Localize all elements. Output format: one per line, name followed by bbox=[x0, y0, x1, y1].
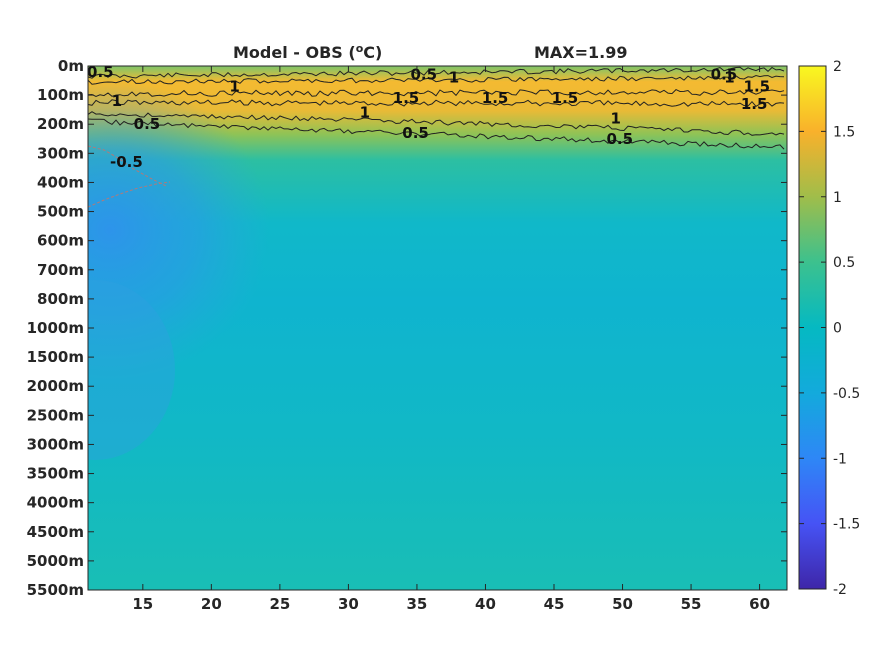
contour-label: 1 bbox=[360, 104, 370, 122]
contour-line bbox=[88, 88, 785, 98]
contour-label: 1 bbox=[724, 69, 734, 87]
contour-label: 1.5 bbox=[482, 89, 509, 107]
y-tick-label: 400m bbox=[37, 173, 84, 191]
y-tick-label: 3500m bbox=[27, 465, 84, 483]
y-tick-label: 2500m bbox=[27, 406, 84, 424]
x-tick-label: 40 bbox=[475, 595, 496, 613]
x-tick-label: 30 bbox=[338, 595, 359, 613]
x-tick-label: 55 bbox=[681, 595, 702, 613]
title-degree: o bbox=[356, 42, 364, 55]
contour-label: 1 bbox=[610, 109, 620, 127]
y-tick-label: 4000m bbox=[27, 494, 84, 512]
colorbar-tick-label: -0.5 bbox=[833, 386, 860, 402]
contour-line bbox=[88, 66, 785, 79]
contour-label: 0.5 bbox=[134, 115, 161, 133]
colorbar-tick-label: -2 bbox=[833, 582, 847, 598]
title-main: Model - OBS ( bbox=[233, 43, 356, 62]
contour-label: 0.5 bbox=[711, 66, 738, 84]
y-tick-label: 800m bbox=[37, 290, 84, 308]
max-label: MAX=1.99 bbox=[534, 43, 628, 62]
contour-line bbox=[88, 99, 785, 107]
x-tick-label: 35 bbox=[407, 595, 428, 613]
y-tick-label: 1000m bbox=[27, 319, 84, 337]
x-tick-label: 25 bbox=[269, 595, 290, 613]
x-tick-label: 45 bbox=[544, 595, 565, 613]
x-tick-label: 20 bbox=[201, 595, 222, 613]
contour-line-negative bbox=[88, 145, 167, 187]
cold-anomaly-region bbox=[88, 80, 270, 380]
y-tick-label: 300m bbox=[37, 144, 84, 162]
y-tick-label: 3000m bbox=[27, 435, 84, 453]
colorbar-tick-label: 1.5 bbox=[833, 124, 855, 140]
contour-line bbox=[88, 74, 785, 85]
colorbar-tick-label: 1 bbox=[833, 190, 842, 206]
y-tick-label: 700m bbox=[37, 261, 84, 279]
contour-label: 1.5 bbox=[744, 77, 771, 95]
y-tick-label: 2000m bbox=[27, 377, 84, 395]
contour-label: 1.5 bbox=[393, 89, 420, 107]
x-tick-label: 60 bbox=[749, 595, 770, 613]
y-tick-label: 600m bbox=[37, 232, 84, 250]
colorbar-ticks: 2 1.5 1 0.5 0 -0.5 -1 -1.5 -2 bbox=[799, 59, 860, 598]
contour-lines bbox=[88, 66, 785, 208]
y-axis-ticks: 0m 100m 200m 300m 400m 500m 600m 700m 800m 1000m 1… bbox=[27, 57, 787, 599]
y-tick-label: 0m bbox=[58, 57, 84, 75]
contour-line bbox=[88, 111, 785, 136]
x-tick-label: 15 bbox=[132, 595, 153, 613]
contour-label: 1.5 bbox=[741, 95, 768, 113]
title-unit: C) bbox=[363, 43, 382, 62]
x-axis-ticks: 15 20 25 30 35 40 45 50 55 60 bbox=[132, 66, 770, 613]
y-tick-label: 1500m bbox=[27, 348, 84, 366]
colorbar-tick-label: 0 bbox=[833, 321, 842, 337]
contour-line bbox=[88, 118, 785, 150]
y-tick-label: 100m bbox=[37, 86, 84, 104]
colorbar-tick-label: 2 bbox=[833, 59, 842, 75]
contour-label: -0.5 bbox=[110, 153, 143, 171]
colorbar-tick-label: 0.5 bbox=[833, 255, 855, 271]
contour-label: 0.5 bbox=[402, 124, 429, 142]
colorbar-tick-label: -1 bbox=[833, 451, 847, 467]
x-tick-label: 50 bbox=[612, 595, 633, 613]
y-tick-label: 500m bbox=[37, 203, 84, 221]
contour-label: 1.5 bbox=[552, 89, 579, 107]
contour-label: 0.5 bbox=[606, 130, 633, 148]
chart-title: Model - OBS (oC) bbox=[233, 42, 382, 62]
cold-anomaly-core bbox=[88, 280, 175, 460]
contour-label: 1 bbox=[449, 69, 459, 87]
contour-label: 0.5 bbox=[87, 63, 114, 81]
colorbar-tick-label: -1.5 bbox=[833, 517, 860, 533]
contour-label: 1 bbox=[112, 92, 122, 110]
contour-label: 1 bbox=[229, 77, 239, 95]
y-tick-label: 200m bbox=[37, 115, 84, 133]
y-tick-label: 4500m bbox=[27, 523, 84, 541]
y-tick-label: 5500m bbox=[27, 581, 84, 599]
y-tick-label: 5000m bbox=[27, 552, 84, 570]
contour-label: 0.5 bbox=[411, 66, 438, 84]
